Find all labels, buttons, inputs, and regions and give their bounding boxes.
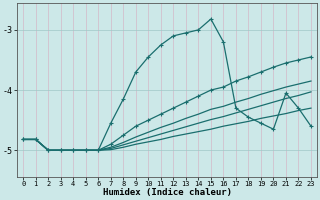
X-axis label: Humidex (Indice chaleur): Humidex (Indice chaleur) (103, 188, 232, 197)
